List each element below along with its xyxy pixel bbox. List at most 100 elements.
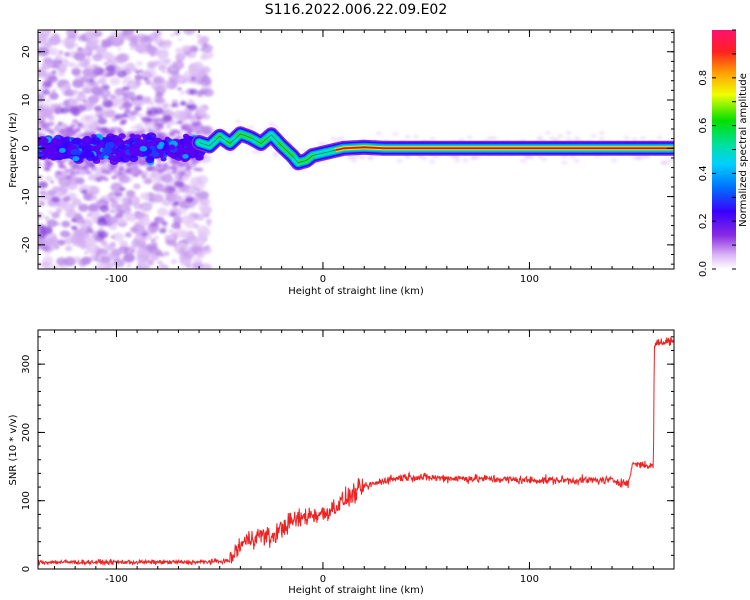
spectrogram-noise-cell bbox=[122, 30, 135, 36]
spectrogram-band-cell bbox=[73, 171, 80, 176]
spectrogram-noise-cell bbox=[184, 219, 197, 229]
spectrogram-band-cell bbox=[185, 166, 192, 171]
spectrogram-noise-cell bbox=[156, 49, 169, 59]
spectrogram-band-cell bbox=[99, 127, 106, 132]
spectrogram-noise-cell bbox=[64, 245, 73, 252]
colorbar-ticks: 0.0 0.2 0.4 0.6 0.8 bbox=[698, 29, 736, 277]
spectrogram-noise-cell bbox=[545, 130, 552, 135]
spectrogram-band-cell bbox=[40, 144, 51, 153]
spectrogram-noise-cell bbox=[175, 75, 187, 85]
spectrogram-noise-cell bbox=[129, 45, 136, 51]
spectrogram-noise-cell bbox=[528, 155, 535, 160]
snr-panel: -100 0 100 0 100 200 300 Height of straight l… bbox=[8, 329, 675, 596]
spectrogram-noise-cell bbox=[83, 251, 88, 255]
spectrogram-noise-cell bbox=[51, 211, 60, 219]
spectrogram-band-cell bbox=[59, 128, 66, 133]
spectrogram-noise-cell bbox=[154, 216, 165, 224]
spectrogram-noise-cell bbox=[124, 108, 131, 114]
spectrogram-noise-cell bbox=[71, 225, 78, 231]
spectrogram-band-cell bbox=[113, 155, 120, 161]
spectrogram-noise-cell bbox=[135, 70, 140, 74]
spectrogram-noise-cell bbox=[135, 94, 144, 101]
spectrogram-noise-cell bbox=[109, 209, 115, 213]
spectrogram-noise-cell bbox=[173, 216, 184, 225]
spectrogram-noise-cell bbox=[82, 99, 88, 103]
spectrogram-noise-cell bbox=[186, 235, 199, 245]
spectrogram-noise-cell bbox=[429, 136, 436, 141]
spectrogram-noise-cell bbox=[188, 88, 198, 96]
spectrogram-noise-cell bbox=[205, 218, 212, 224]
spectrogram-band-cell bbox=[195, 130, 202, 135]
spectrogram-noise-cell bbox=[73, 51, 86, 61]
spectrogram-noise-cell bbox=[57, 239, 66, 246]
spectrogram-noise-cell bbox=[146, 243, 158, 252]
spectrogram-noise-cell bbox=[668, 157, 674, 162]
spectrogram-noise-cell bbox=[247, 125, 254, 130]
spectrogram-noise-cell bbox=[86, 213, 93, 218]
spectrogram-noise-cell bbox=[77, 47, 83, 52]
spectrogram-noise-cell bbox=[61, 220, 71, 228]
spectrogram-band-cell bbox=[158, 141, 165, 147]
spectrogram-noise-cell bbox=[73, 43, 79, 47]
spectrogram-noise-cell bbox=[118, 218, 126, 225]
spectrogram-band-cell bbox=[161, 167, 168, 172]
spectrogram-noise-cell bbox=[171, 103, 176, 107]
spectrogram-noise-cell bbox=[63, 237, 73, 245]
spectrogram-noise-cell bbox=[64, 203, 73, 209]
spectrogram-noise-cell bbox=[113, 203, 118, 207]
spectrogram-noise-cell bbox=[114, 212, 124, 219]
spectrogram-noise-cell bbox=[59, 86, 66, 92]
spectrogram-noise-cell bbox=[97, 77, 107, 85]
spectrogram-band-cell bbox=[104, 136, 115, 144]
spectrogram-noise-cell bbox=[43, 57, 53, 64]
spectrogram-noise-cell bbox=[153, 107, 164, 115]
spectrogram-noise-cell bbox=[93, 105, 103, 112]
spectrogram-noise-cell bbox=[51, 89, 57, 93]
spectrogram-noise-cell bbox=[87, 95, 99, 105]
spectrogram-band-cell bbox=[140, 116, 147, 121]
spectrogram-noise-cell bbox=[598, 130, 605, 135]
spectrogram-noise-cell bbox=[64, 40, 75, 49]
spectrogram-band-cell bbox=[107, 153, 116, 160]
spectrogram-band-cell bbox=[129, 155, 139, 163]
spectrogram-band-cell bbox=[195, 154, 204, 161]
spectrogram-noise-cell bbox=[57, 122, 62, 126]
spectrogram-band-cell bbox=[156, 131, 163, 136]
spectrogram-noise-cell bbox=[160, 80, 171, 89]
spectrogram-noise-cell bbox=[166, 125, 171, 129]
spectrogram-noise-cell bbox=[101, 84, 110, 91]
spectrogram-band-cell bbox=[186, 129, 193, 134]
spectrogram-noise-cell bbox=[412, 134, 419, 139]
spectrogram-noise-cell bbox=[70, 218, 77, 223]
spectrogram-band-cell bbox=[44, 162, 51, 167]
colorbar-tick-label: 0.2 bbox=[698, 213, 709, 229]
spectrogram-noise-cell bbox=[55, 208, 63, 213]
spectrogram-noise-cell bbox=[191, 186, 198, 191]
spectrogram-noise-cell bbox=[115, 53, 128, 63]
spectrogram-band-cell bbox=[196, 115, 203, 120]
spectrogram-noise-cell bbox=[168, 229, 174, 233]
spectrogram-noise-cell bbox=[201, 125, 213, 135]
spectrogram-noise-cell bbox=[109, 242, 116, 248]
spectrogram-noise-cell bbox=[140, 242, 148, 249]
spectrogram-band-cell bbox=[168, 144, 176, 150]
spectrogram-noise-cell bbox=[58, 50, 64, 55]
spectrogram-band-cell bbox=[50, 138, 60, 145]
spectrogram-noise-cell bbox=[114, 191, 123, 198]
x-tick-label: 100 bbox=[520, 574, 539, 585]
spectrogram-noise-cell bbox=[130, 125, 137, 130]
x-tick-label: 0 bbox=[320, 274, 326, 285]
spectrogram-noise-cell bbox=[190, 76, 196, 81]
spectrogram-band bbox=[38, 126, 674, 171]
spectrogram-noise-cell bbox=[118, 174, 130, 184]
spectrogram-noise-cell bbox=[557, 133, 564, 138]
spectrogram-noise-cell bbox=[72, 89, 79, 95]
spectrogram-noise-cell bbox=[338, 135, 345, 140]
spectrogram-noise-cell bbox=[129, 40, 138, 48]
spectrogram-noise-cell bbox=[116, 70, 127, 78]
spectrogram-noise-cell bbox=[144, 178, 153, 185]
spectrogram-y-label: Frequency (Hz) bbox=[8, 112, 19, 188]
spectrogram-noise-cell bbox=[198, 191, 209, 200]
spectrogram-noise-cell bbox=[92, 53, 103, 62]
